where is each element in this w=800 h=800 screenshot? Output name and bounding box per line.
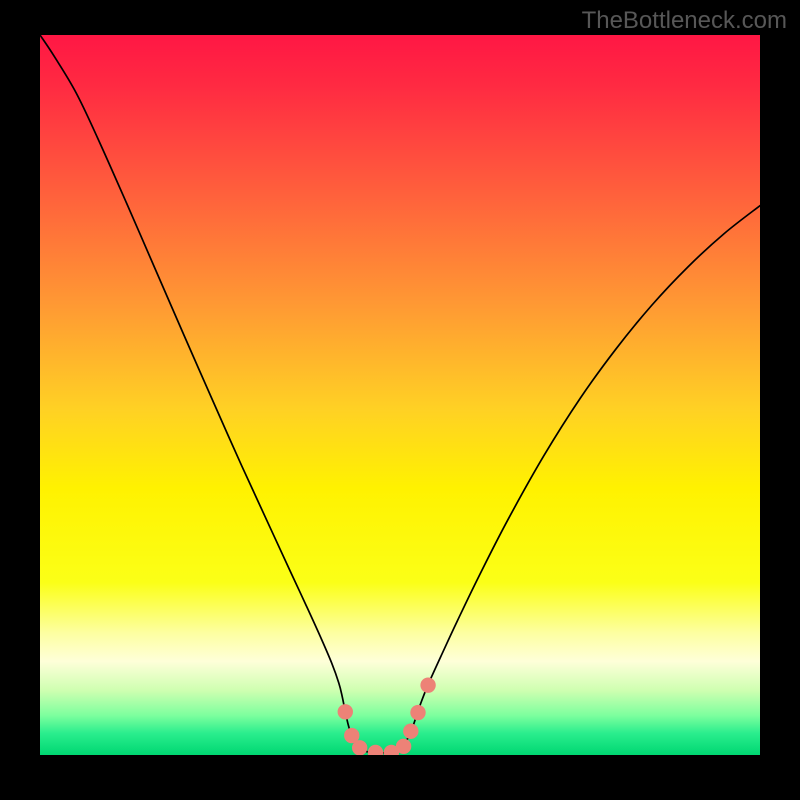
- curve-marker: [338, 705, 352, 719]
- plot-area: [40, 35, 760, 755]
- gradient-background: [40, 35, 760, 755]
- curve-marker: [421, 678, 435, 692]
- curve-marker: [396, 739, 410, 753]
- watermark-text: TheBottleneck.com: [582, 7, 787, 35]
- plot-svg: [40, 35, 760, 755]
- curve-marker: [352, 741, 366, 755]
- curve-marker: [404, 724, 418, 738]
- curve-marker: [411, 705, 425, 719]
- chart-container: TheBottleneck.com: [0, 0, 800, 800]
- curve-marker: [368, 745, 382, 755]
- curve-marker: [345, 728, 359, 742]
